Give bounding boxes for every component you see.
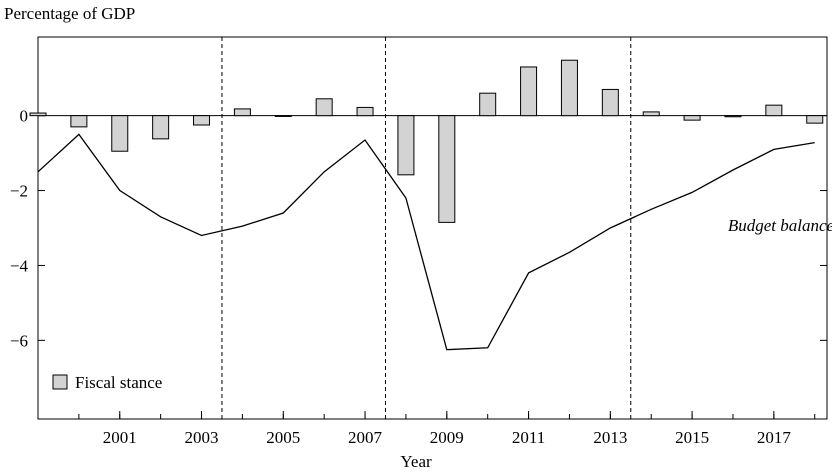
budget-balance-annotation: Budget balance (728, 216, 832, 235)
fiscal-stance-bar (111, 115, 129, 152)
fiscal-stance-bar (683, 115, 701, 121)
y-tick-label: −4 (10, 256, 29, 275)
x-tick-label: 2007 (348, 428, 383, 447)
x-tick-label: 2017 (757, 428, 792, 447)
fiscal-stance-bar (560, 59, 578, 117)
x-tick-label: 2011 (512, 428, 545, 447)
y-tick-label: −6 (10, 331, 28, 350)
x-tick-label: 2013 (593, 428, 627, 447)
fiscal-stance-bar (315, 98, 333, 117)
fiscal-stance-bar (601, 88, 619, 117)
fiscal-stance-bar (806, 115, 824, 124)
fiscal-stance-bar (438, 115, 456, 223)
fiscal-stance-bar (397, 115, 415, 176)
x-tick-label: 2005 (266, 428, 300, 447)
x-tick-label: 2009 (430, 428, 464, 447)
plot-frame (37, 36, 828, 420)
fiscal-stance-bar (356, 106, 374, 117)
fiscal-stance-bar (29, 112, 47, 117)
fiscal-stance-bar (233, 108, 251, 117)
legend-swatch (52, 374, 68, 390)
x-axis-title: Year (400, 452, 432, 471)
y-tick-label: −2 (10, 182, 28, 201)
x-tick-label: 2001 (103, 428, 137, 447)
y-axis-title: Percentage of GDP (4, 4, 136, 23)
fiscal-stance-bar (70, 115, 88, 128)
x-tick-label: 2015 (675, 428, 709, 447)
fiscal-stance-bar (479, 92, 497, 117)
fiscal-stance-bar (724, 115, 742, 118)
fiscal-stance-bar (193, 115, 211, 126)
fiscal-stance-bar (765, 104, 783, 117)
fiscal-stance-bar (520, 66, 538, 117)
budget-balance-line (37, 133, 815, 351)
y-tick-label: 0 (20, 107, 29, 126)
legend-label: Fiscal stance (75, 373, 162, 392)
x-tick-label: 2003 (185, 428, 219, 447)
fiscal-stance-bar (152, 115, 170, 140)
fiscal-stance-bar (642, 111, 660, 117)
fiscal-stance-bar (274, 115, 292, 117)
